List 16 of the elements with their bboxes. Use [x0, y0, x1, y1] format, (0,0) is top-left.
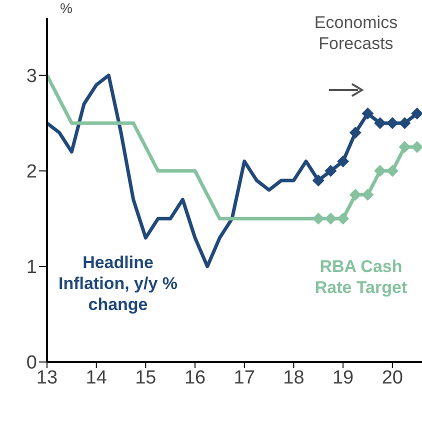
- x-tick-label: 20: [382, 367, 403, 388]
- x-tick-label: 15: [135, 367, 156, 388]
- y-tick-label: 1: [26, 257, 37, 278]
- x-tick-label: 14: [86, 367, 108, 388]
- x-tick-label: 18: [283, 367, 304, 388]
- y-tick-label: 2: [26, 162, 37, 183]
- series-label: RBA Cash Rate Target: [314, 256, 408, 298]
- series-label: Headline Inflation, y/y % change: [58, 252, 178, 315]
- annotation: Economics Forecasts: [313, 12, 399, 54]
- x-tick-label: 16: [184, 367, 206, 388]
- y-tick-label: 0: [26, 352, 37, 374]
- x-tick-label: 13: [36, 367, 58, 388]
- x-tick-label: 19: [332, 367, 354, 388]
- y-tick-label: 3: [26, 66, 37, 88]
- x-tick-label: 17: [234, 367, 255, 388]
- y-axis-title: %: [60, 0, 72, 16]
